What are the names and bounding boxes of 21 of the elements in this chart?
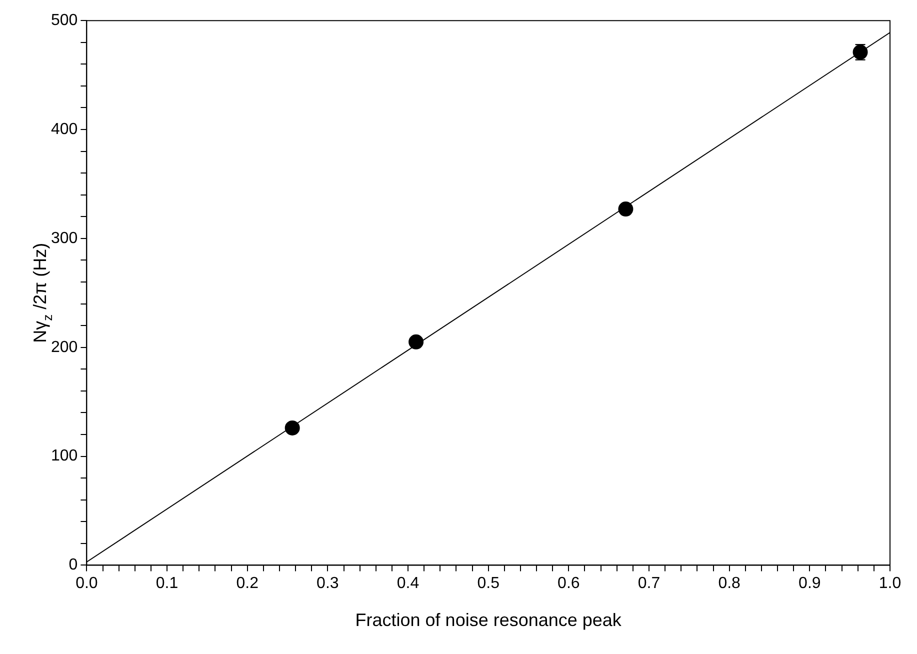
y-tick-label: 200 — [50, 338, 78, 356]
point — [408, 334, 424, 350]
y-tick-label: 0 — [68, 556, 78, 574]
point — [284, 420, 300, 436]
point — [618, 202, 634, 217]
x-tick-label: 0.2 — [236, 575, 259, 592]
x-tick-label: 0.5 — [477, 575, 500, 592]
x-tick-label: 0.8 — [718, 575, 741, 592]
x-tick-label: 0.6 — [558, 575, 580, 592]
y-tick-label: 500 — [50, 12, 78, 30]
x-tick-label: 0.4 — [396, 575, 420, 592]
x-tick-label: 1.0 — [878, 575, 902, 592]
x-tick-label: 0.1 — [156, 575, 178, 592]
x-tick-label: 0.9 — [798, 575, 821, 592]
y-tick-label: 400 — [50, 120, 78, 138]
y-tick-label: 100 — [50, 448, 78, 465]
x-tick-label: 0.7 — [638, 575, 660, 592]
x-axis-title: Fraction of noise resonance peak — [355, 610, 622, 630]
x-tick-label: 0.0 — [76, 575, 98, 592]
x-tick-label: 0.3 — [316, 575, 339, 592]
y-tick-label: 300 — [50, 230, 78, 247]
